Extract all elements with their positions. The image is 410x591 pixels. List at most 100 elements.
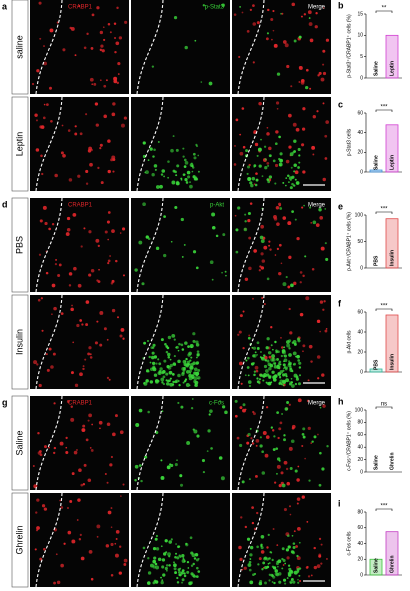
- y-tick-label: 100: [355, 407, 364, 413]
- cell: [53, 306, 57, 311]
- cell: [114, 553, 119, 558]
- cell: [278, 243, 282, 247]
- cell: [247, 380, 252, 384]
- cell: [87, 478, 92, 483]
- cell: [316, 110, 319, 113]
- cell: [39, 37, 42, 40]
- boundary: [237, 492, 265, 588]
- cell: [192, 574, 196, 578]
- cell: [143, 381, 148, 386]
- cell: [271, 370, 275, 374]
- cell: [264, 166, 268, 170]
- cell: [152, 559, 157, 564]
- cell: [60, 151, 64, 155]
- cell: [292, 151, 295, 154]
- cell: [320, 246, 325, 251]
- cell: [320, 77, 325, 82]
- cell: [274, 362, 277, 365]
- cell: [280, 471, 284, 475]
- cell: [160, 173, 164, 176]
- cell: [290, 85, 293, 88]
- cell: [73, 266, 77, 271]
- cell: [111, 229, 115, 233]
- cell: [236, 436, 240, 440]
- cell: [45, 353, 48, 356]
- cell: [160, 338, 164, 342]
- cell: [292, 580, 296, 584]
- cell: [260, 544, 263, 548]
- cell: [261, 175, 264, 178]
- cell: [247, 563, 252, 567]
- cell: [281, 413, 283, 415]
- cell: [177, 570, 181, 574]
- cell: [193, 156, 197, 160]
- cell: [103, 84, 107, 88]
- cell: [189, 536, 193, 540]
- cell: [65, 446, 68, 449]
- cell: [276, 357, 279, 361]
- cell: [107, 139, 111, 143]
- cell: [65, 451, 69, 455]
- cell: [244, 374, 247, 376]
- cell: [189, 365, 193, 370]
- image-bg: [232, 97, 331, 191]
- cell: [176, 164, 180, 168]
- cell: [65, 436, 68, 440]
- cell: [298, 81, 301, 84]
- cell: [298, 154, 301, 157]
- cell: [98, 268, 100, 271]
- cell: [87, 419, 90, 422]
- cell: [88, 273, 92, 277]
- cell: [252, 4, 255, 7]
- cell: [171, 180, 176, 185]
- cell: [94, 102, 99, 106]
- cell: [224, 410, 228, 415]
- cell: [284, 372, 288, 377]
- cell: [262, 375, 266, 378]
- cell: [281, 567, 284, 570]
- cell: [119, 232, 122, 234]
- cell: [285, 177, 288, 180]
- cell: [247, 336, 251, 340]
- cell: [285, 467, 289, 471]
- y-tick-label: 0: [360, 169, 363, 175]
- cell: [49, 28, 54, 33]
- cell: [249, 553, 253, 557]
- cell: [142, 141, 146, 145]
- cell: [161, 565, 165, 569]
- cell: [207, 429, 211, 433]
- cell: [41, 329, 44, 332]
- cell: [281, 349, 286, 353]
- significance: **: [382, 6, 387, 12]
- cell: [277, 436, 280, 440]
- cell: [306, 520, 309, 523]
- cell: [196, 353, 200, 357]
- cell: [289, 382, 292, 386]
- cell: [290, 439, 295, 444]
- cell: [283, 358, 288, 363]
- cell: [282, 216, 287, 220]
- cell: [254, 365, 259, 370]
- boundary: [136, 395, 164, 491]
- cell: [270, 426, 273, 429]
- cell: [268, 366, 272, 371]
- cell: [292, 363, 295, 366]
- cell: [48, 347, 52, 351]
- cell: [175, 552, 178, 555]
- image-bg: [131, 295, 230, 389]
- cell: [290, 550, 295, 554]
- cell: [293, 163, 297, 168]
- cell: [160, 476, 165, 480]
- cell: [53, 402, 56, 405]
- cell: [115, 529, 120, 534]
- row-label-box: [11, 492, 29, 588]
- cell: [317, 74, 320, 77]
- y-tick-label: 0: [360, 469, 363, 475]
- cell: [72, 213, 77, 217]
- cell: [66, 506, 70, 510]
- y-axis-label: p-Akt⁺/CRABP1⁺ cells (%): [346, 212, 352, 271]
- cell: [304, 457, 306, 460]
- cell: [172, 135, 175, 138]
- cell: [81, 323, 84, 326]
- cell: [283, 354, 288, 358]
